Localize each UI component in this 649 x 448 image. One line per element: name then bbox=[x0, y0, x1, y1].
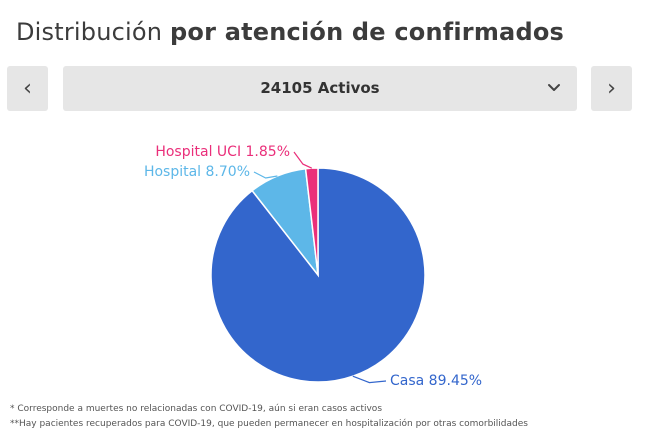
leader-line bbox=[253, 171, 278, 179]
chevron-down-icon bbox=[548, 84, 560, 91]
title-light: Distribución bbox=[16, 18, 163, 46]
footnote-1: * Corresponde a muertes no relacionadas … bbox=[10, 404, 383, 414]
status-dropdown-value: 24105 Activos bbox=[260, 79, 380, 97]
data-label: Hospital UCI 1.85% bbox=[155, 144, 290, 160]
status-dropdown[interactable]: 24105 Activos bbox=[63, 66, 577, 111]
data-label: Hospital 8.70% bbox=[144, 164, 250, 180]
chevron-right-icon: › bbox=[607, 76, 616, 101]
title-bold: por atención de confirmados bbox=[170, 18, 564, 46]
data-label: Casa 89.45% bbox=[390, 373, 482, 389]
footnote-2: **Hay pacientes recuperados para COVID-1… bbox=[10, 419, 528, 429]
page-title: Distribución por atención de confirmados bbox=[16, 18, 564, 46]
leader-line bbox=[293, 151, 313, 169]
next-button[interactable]: › bbox=[591, 66, 632, 111]
pie-chart: Casa 89.45% Hospital 8.70% Hospital UCI 1.… bbox=[144, 144, 482, 389]
leader-line bbox=[352, 375, 387, 384]
chevron-left-icon: ‹ bbox=[23, 76, 32, 101]
previous-button[interactable]: ‹ bbox=[7, 66, 48, 111]
